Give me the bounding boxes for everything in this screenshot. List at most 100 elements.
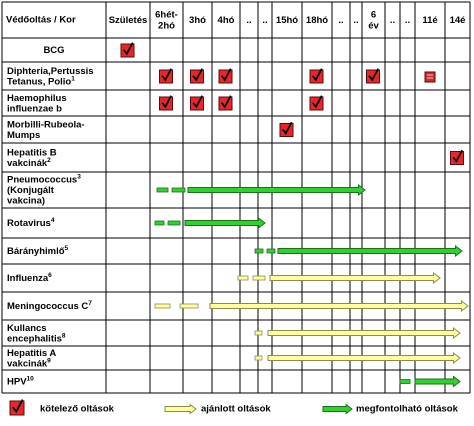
mandatory-check [190, 95, 204, 111]
check-box [309, 96, 324, 111]
row-label: Pneumococcus3 (Konjugált vakcina) [7, 173, 81, 206]
mandatory-check [159, 95, 173, 111]
row-label-line: Morbilli-Rubeola- [7, 119, 85, 130]
age-header-line: .. [338, 15, 343, 26]
mandatory-check [450, 149, 464, 165]
row-label: Haemophilus influenzae b [7, 92, 67, 114]
mandatory-check [190, 68, 204, 84]
optional-arrow [187, 183, 366, 197]
row-label-line: BCG [43, 45, 64, 56]
row-label-line: encephalitis [7, 333, 62, 344]
dash-segment [154, 303, 171, 309]
check-box [218, 69, 233, 84]
footnote-ref: 9 [47, 357, 51, 364]
dash-segment [237, 275, 249, 281]
row-label-line: Diphteria,Pertussis [7, 65, 94, 76]
row-label-line: Pneumococcus [7, 174, 77, 185]
dash-segment [167, 220, 181, 226]
mandatory-check [279, 121, 294, 137]
row-label: Diphteria,Pertussis Tetanus, Polio1 [7, 65, 94, 87]
age-header-line: 4hó [218, 15, 235, 26]
mandatory-check [366, 68, 380, 84]
recommended-arrow [164, 403, 197, 415]
age-header-line: 3hó [189, 15, 206, 26]
row-label-line: vakcinák [7, 358, 48, 369]
age-header-line: .. [246, 15, 251, 26]
age-header: 14é [450, 15, 466, 26]
age-header: 4hó [218, 15, 235, 26]
age-header-line: év [368, 20, 379, 31]
row-label-line: vakcinák [7, 157, 48, 168]
row-label: Rotavirus4 [7, 217, 55, 229]
row-label-line: Hepatitis B [7, 147, 57, 158]
legend-check [9, 399, 25, 416]
check-box [309, 69, 324, 84]
row-label-line: Hepatitis A [7, 347, 56, 358]
age-header: 3hó [189, 15, 206, 26]
footnote-ref: 4 [51, 217, 55, 224]
row-label-line: Mumps [7, 129, 40, 140]
row-label-line: Bárányhimlő [7, 246, 65, 257]
check-mark [192, 68, 203, 82]
dash-segment [266, 248, 276, 254]
booster-icon [424, 71, 436, 83]
check-mark [281, 121, 293, 135]
dash-segment [254, 355, 263, 361]
recommended-arrow [209, 299, 469, 313]
optional-arrow [322, 403, 353, 415]
dash-segment [156, 187, 169, 193]
check-mark [311, 68, 323, 82]
age-header-line: .. [405, 15, 410, 26]
check-box [450, 151, 464, 165]
check-box [190, 69, 204, 84]
check-box [218, 96, 233, 111]
footnote-ref: 8 [62, 332, 66, 339]
age-header-line: 2hó [158, 20, 175, 31]
dash-segment [252, 275, 266, 281]
row-label: Morbilli-Rubeola-Mumps [7, 119, 85, 141]
check-mark [368, 68, 379, 82]
age-header-line: 6 [371, 9, 376, 20]
age-header-line: 15hó [276, 15, 298, 26]
row-label: HPV10 [7, 375, 34, 387]
check-box [190, 96, 204, 111]
recommended-arrow [269, 271, 441, 285]
age-header: 6 év [368, 9, 379, 31]
check-box [120, 43, 135, 58]
mandatory-check [218, 68, 233, 84]
optional-arrow [277, 244, 463, 258]
row-label-line: HPV [7, 376, 27, 387]
age-header: 11é [422, 15, 437, 26]
row-label-line: Rotavirus [7, 218, 51, 229]
check-mark [12, 399, 24, 414]
row-label-line: (Konjugált [7, 185, 55, 196]
check-mark [311, 95, 323, 109]
dash-segment [171, 187, 186, 193]
check-mark [161, 95, 172, 109]
mandatory-check [309, 68, 324, 84]
footnote-ref: 10 [27, 375, 35, 382]
row-label-line: Influenza [7, 273, 49, 284]
age-header: .. [262, 15, 267, 26]
row-label-line: Tetanus, Polio [7, 76, 71, 87]
check-mark [452, 149, 463, 163]
footnote-ref: 2 [47, 156, 51, 163]
row-label-line: Kullancs [7, 322, 47, 333]
age-header: .. [405, 15, 410, 26]
check-box [159, 69, 173, 84]
mandatory-check [159, 68, 173, 84]
optional-arrow [184, 216, 266, 230]
age-header: .. [353, 15, 358, 26]
footnote-ref: 3 [77, 173, 81, 180]
footnote-ref: 1 [71, 75, 75, 82]
age-header-line: .. [353, 15, 358, 26]
age-header-line: .. [390, 15, 395, 26]
age-header: 15hó [276, 15, 298, 26]
dash-segment [399, 379, 411, 384]
row-label-line: influenzae b [7, 103, 62, 114]
recommended-arrow [267, 326, 461, 340]
check-box [366, 69, 380, 84]
age-header-line: Születés [109, 15, 148, 26]
